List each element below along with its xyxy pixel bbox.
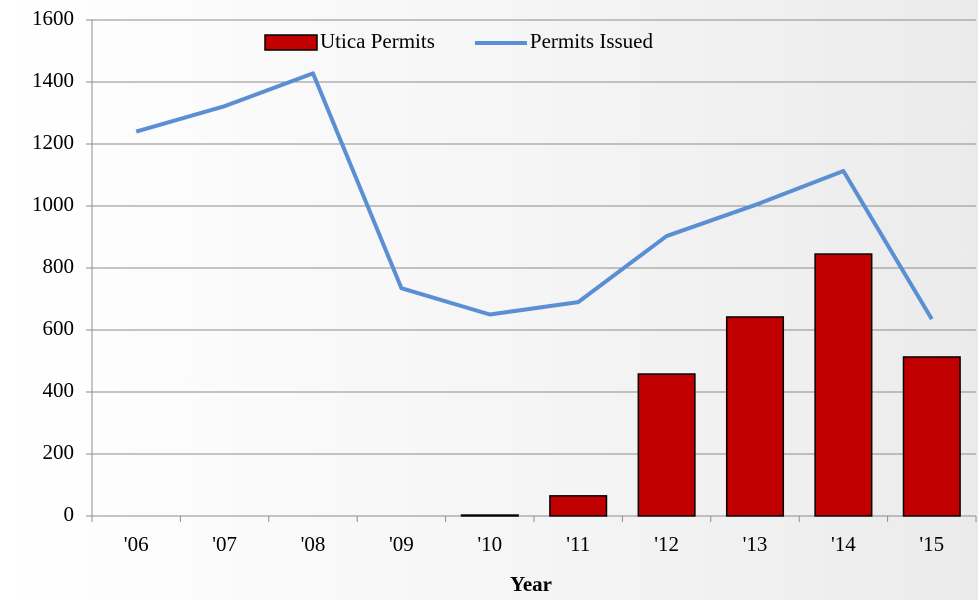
bar xyxy=(460,514,519,517)
bar xyxy=(814,253,873,517)
x-tick-label: '11 xyxy=(566,532,590,556)
x-tick-label: '06 xyxy=(124,532,149,556)
x-tick-label: '10 xyxy=(477,532,502,556)
x-tick-label: '08 xyxy=(301,532,326,556)
line xyxy=(135,71,934,321)
y-tick-label: 200 xyxy=(43,440,75,464)
y-tick-label: 1400 xyxy=(32,68,74,92)
y-tick-label: 0 xyxy=(64,502,75,526)
x-tick-label: '15 xyxy=(919,532,944,556)
y-tick-label: 1600 xyxy=(32,6,74,30)
bar xyxy=(725,316,785,517)
y-tick-label: 1000 xyxy=(32,192,74,216)
x-tick-label: '14 xyxy=(831,532,856,556)
y-tick-label: 1200 xyxy=(32,130,74,154)
y-tick-label: 600 xyxy=(43,316,75,340)
legend-label: Permits Issued xyxy=(530,29,654,53)
x-tick-label: '13 xyxy=(743,532,768,556)
x-tick-label: '09 xyxy=(389,532,414,556)
x-tick-label: '07 xyxy=(212,532,237,556)
bar xyxy=(549,495,608,517)
x-axis-label: Year xyxy=(510,572,552,596)
legend-label: Utica Permits xyxy=(320,29,435,53)
y-tick-label: 800 xyxy=(43,254,75,278)
bar xyxy=(902,356,961,517)
bar xyxy=(637,373,696,517)
legend-swatch xyxy=(264,34,318,51)
x-tick-label: '12 xyxy=(654,532,679,556)
y-tick-label: 400 xyxy=(43,378,75,402)
